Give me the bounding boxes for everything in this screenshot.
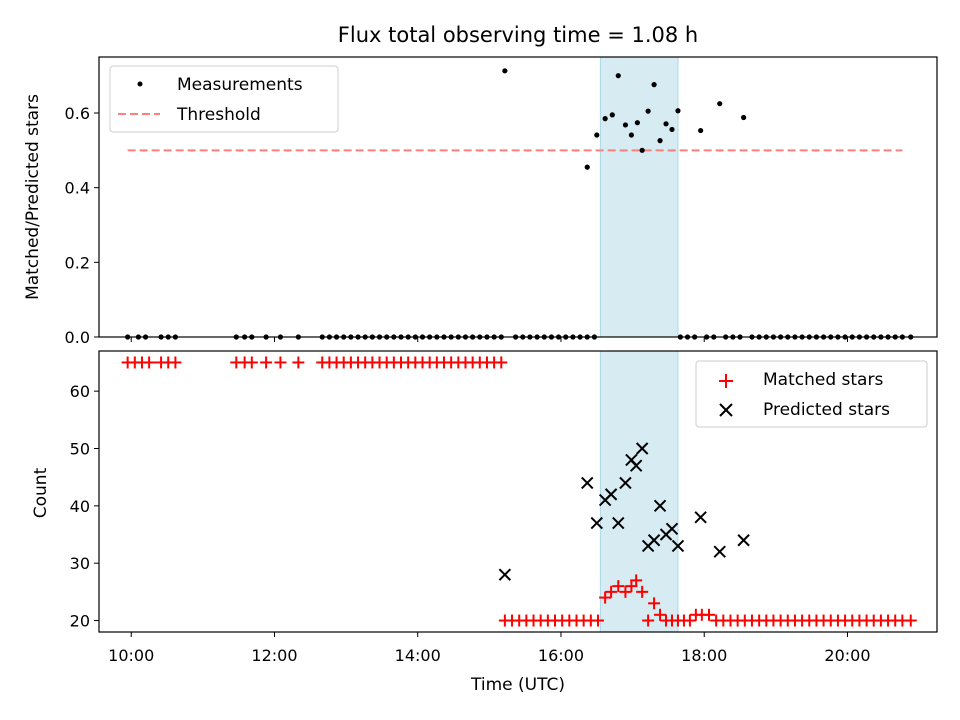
measurement-point [651,82,657,88]
matched-star-point [683,614,696,627]
bottom-plot-frame [98,350,938,633]
measurement-point [622,122,629,128]
measurement-point [639,147,645,153]
predicted-star-point [647,534,661,547]
top-y-axis: 0.0 0.2 0.4 0.6 [65,104,99,347]
matched-star-point [260,356,273,369]
measurement-point [698,127,704,134]
bottom-points-layer [121,356,917,627]
bottom-y-tick-label: 50 [70,439,90,458]
measurement-point [594,132,600,138]
top-y-tick-label: 0.0 [65,328,90,347]
matched-star-point [619,585,632,598]
legend-measurements-label: Measurements [177,75,303,95]
top-chart-title: Flux total observing time = 1.08 h [338,23,698,47]
bottom-y-tick-label: 30 [70,554,90,573]
measurement-point [663,121,669,127]
bottom-legend-box [695,360,928,428]
predicted-star-point [498,568,512,581]
matched-star-point [143,356,156,369]
top-y-tick-label: 0.2 [65,253,90,272]
predicted-star-point [604,488,618,501]
measurement-point [502,68,508,74]
bottom-y-axis-label: Count [31,467,51,518]
matched-star-point [904,614,917,627]
matched-star-point [591,614,604,627]
bottom-x-tick-label: 20:00 [824,646,870,665]
matched-star-point [245,356,258,369]
predicted-star-point [635,442,649,455]
bottom-x-axis-label: Time (UTC) [470,675,565,695]
predicted-star-point [671,539,685,553]
predicted-star-point [629,459,643,472]
predicted-star-point [581,476,594,490]
legend-matched-label: Matched stars [763,370,883,390]
predicted-star-point [737,534,750,547]
matched-star-point [599,591,612,604]
predicted-star-point [612,516,625,530]
legend-predicted-label: Predicted stars [763,400,890,420]
legend-matched-marker [719,374,733,388]
bottom-y-tick-label: 40 [70,497,90,516]
bottom-x-tick-label: 12:00 [251,646,297,665]
measurement-point [657,138,663,144]
matched-star-point [169,356,182,369]
matched-star-point [495,356,508,369]
top-panel: Flux total observing time = 1.08 h 0.00.… [23,23,938,347]
top-y-tick-label: 0.6 [65,104,90,123]
measurement-point [717,101,723,107]
top-plot-frame [98,56,938,338]
matched-star-point [605,585,618,598]
predicted-star-point [619,476,632,490]
predicted-star-point [653,499,667,513]
top-y-axis-label: Matched/Predicted stars [23,94,43,300]
measurement-point [584,164,590,170]
bottom-x-axis: 10:00 12:00 14:00 16:00 18:00 20:00 [108,632,871,665]
measurement-point [669,126,675,133]
measurement-point [645,108,651,114]
matched-star-point [642,614,655,627]
bottom-y-tick-label: 60 [70,382,90,401]
predicted-star-point [665,522,679,535]
measurement-point [609,112,615,118]
predicted-star-point [713,545,726,558]
matched-star-point [274,356,287,369]
matched-star-point [630,574,643,587]
measurement-point [675,108,681,114]
legend-threshold-label: Threshold [176,105,261,125]
measurement-point [628,132,635,138]
top-x-ticks [130,337,848,342]
bottom-panel: 20 30 40 50 60 10:00 12:00 14:00 16:00 18:00 20:0… [31,350,938,695]
legend-measurements-marker [137,81,143,87]
matched-star-point [702,608,715,621]
bottom-legend: Matched stars Predicted stars [695,360,928,428]
bottom-x-tick-label: 10:00 [108,646,154,665]
legend-predicted-marker [719,403,733,417]
matched-star-point [612,580,625,593]
top-highlight-span [599,56,679,338]
measurement-point [615,73,621,79]
matched-star-point [648,597,661,610]
predicted-star-point [590,516,603,530]
measurement-point [602,116,608,122]
matched-star-point [292,356,305,369]
matched-star-point [636,585,649,598]
bottom-x-tick-label: 18:00 [681,646,727,665]
measurement-point [634,120,640,126]
top-legend: Measurements Threshold [109,65,339,133]
bottom-x-tick-label: 16:00 [538,646,584,665]
matched-star-point [654,608,667,621]
top-legend-box [109,65,339,133]
bottom-y-axis: 20 30 40 50 60 [70,382,99,631]
top-y-tick-label: 0.4 [65,179,90,198]
bottom-y-tick-label: 20 [70,612,90,631]
bottom-x-tick-label: 14:00 [395,646,441,665]
measurement-point [741,114,747,121]
predicted-star-point [694,511,707,524]
